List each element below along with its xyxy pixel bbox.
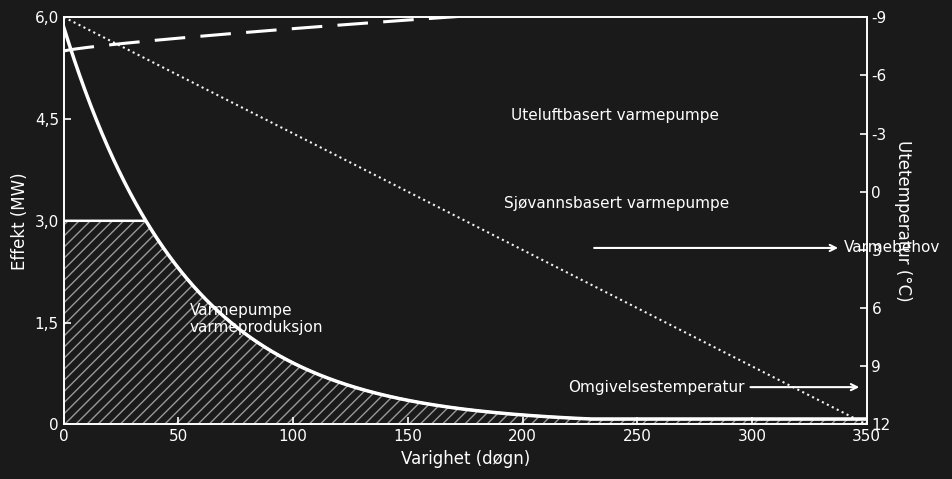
Text: Uteluftbasert varmepumpe: Uteluftbasert varmepumpe	[510, 108, 719, 123]
Text: Varmepumpe
varmeproduksjon: Varmepumpe varmeproduksjon	[189, 303, 323, 335]
Text: Varmebehov: Varmebehov	[593, 240, 939, 255]
Text: Omgivelsestemperatur: Omgivelsestemperatur	[567, 380, 856, 395]
X-axis label: Varighet (døgn): Varighet (døgn)	[400, 450, 529, 468]
Y-axis label: Effekt (MW): Effekt (MW)	[11, 172, 30, 270]
Text: Sjøvannsbasert varmepumpe: Sjøvannsbasert varmepumpe	[504, 195, 728, 211]
Y-axis label: Utetemperatur (°C): Utetemperatur (°C)	[893, 140, 911, 302]
